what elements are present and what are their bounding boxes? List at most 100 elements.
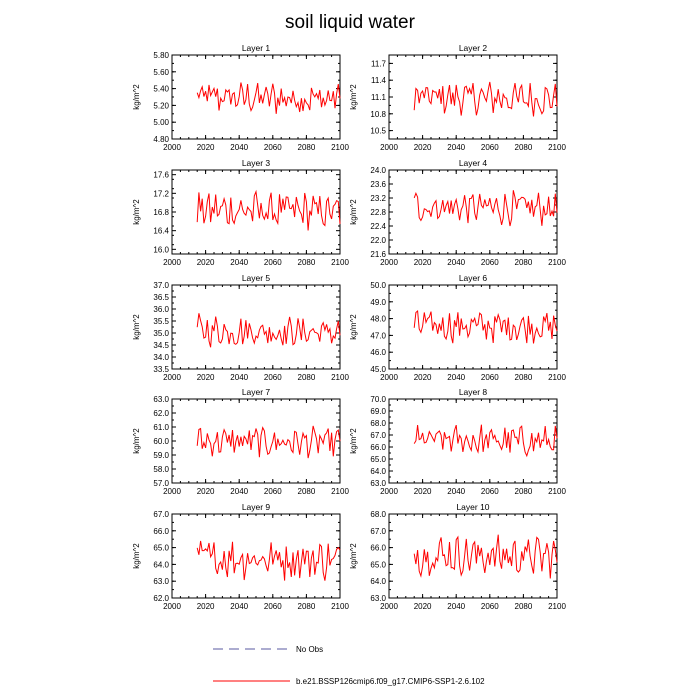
- panel-layer-9: Layer 9 62.0 63.0 64.0 65.0 66.0 67.0 2000 2020 2…: [132, 502, 349, 611]
- x-tick-label: 2100: [548, 487, 566, 496]
- series-line: [196, 540, 341, 581]
- plot-frame: [171, 169, 341, 255]
- x-tick-label: 2060: [481, 258, 499, 267]
- x-tick-label: 2020: [197, 373, 215, 382]
- series-line: [413, 534, 558, 579]
- y-tick-label: 68.0: [370, 419, 386, 428]
- x-tick-label: 2080: [298, 602, 316, 611]
- y-tick-label: 58.0: [153, 465, 169, 474]
- y-tick-label: 67.0: [370, 431, 386, 440]
- y-tick-label: 21.6: [370, 250, 386, 259]
- x-tick-label: 2100: [331, 602, 349, 611]
- x-tick-label: 2000: [380, 258, 398, 267]
- panel-title: Layer 7: [242, 387, 271, 397]
- y-tick-label: 16.8: [153, 208, 169, 217]
- legend-obs-label: No Obs: [296, 645, 323, 654]
- x-tick-label: 2000: [163, 258, 181, 267]
- y-axis-label: kg/m^2: [132, 199, 141, 225]
- y-axis-label: kg/m^2: [349, 84, 358, 110]
- y-tick-label: 22.0: [370, 236, 386, 245]
- y-tick-label: 66.0: [370, 544, 386, 553]
- panel-title: Layer 9: [242, 502, 271, 512]
- x-tick-label: 2100: [331, 373, 349, 382]
- panel-title: Layer 10: [456, 502, 489, 512]
- panel-title: Layer 3: [242, 158, 271, 168]
- y-axis-label: kg/m^2: [349, 199, 358, 225]
- y-tick-label: 62.0: [153, 409, 169, 418]
- y-tick-label: 23.2: [370, 194, 386, 203]
- y-tick-label: 23.6: [370, 180, 386, 189]
- y-tick-label: 22.8: [370, 208, 386, 217]
- y-axis-label: kg/m^2: [349, 314, 358, 340]
- y-tick-label: 11.4: [371, 76, 387, 85]
- x-tick-label: 2040: [230, 487, 248, 496]
- y-tick-label: 5.20: [153, 101, 169, 110]
- y-tick-label: 35.5: [153, 317, 169, 326]
- y-tick-label: 70.0: [370, 395, 386, 404]
- y-tick-label: 37.0: [153, 281, 169, 290]
- x-tick-label: 2100: [548, 258, 566, 267]
- x-tick-label: 2020: [414, 487, 432, 496]
- x-tick-label: 2040: [447, 258, 465, 267]
- x-tick-label: 2080: [515, 487, 533, 496]
- plot-frame: [388, 169, 558, 255]
- panel-layer-5: Layer 5 33.5 34.0 34.5 35.0 35.5 36.0 36.5 37.0 2…: [132, 273, 349, 382]
- x-tick-label: 2060: [264, 602, 282, 611]
- y-tick-label: 24.0: [370, 166, 386, 175]
- x-tick-label: 2020: [197, 602, 215, 611]
- x-tick-label: 2060: [481, 602, 499, 611]
- y-tick-label: 17.6: [153, 171, 169, 180]
- x-tick-label: 2100: [331, 258, 349, 267]
- y-tick-label: 63.0: [370, 594, 386, 603]
- y-tick-label: 48.0: [370, 315, 386, 324]
- x-tick-label: 2100: [331, 487, 349, 496]
- y-tick-label: 35.0: [153, 329, 169, 338]
- y-tick-label: 5.60: [153, 68, 169, 77]
- y-axis-label: kg/m^2: [132, 543, 141, 569]
- x-tick-label: 2080: [515, 258, 533, 267]
- x-tick-label: 2000: [380, 373, 398, 382]
- series-line: [196, 425, 341, 459]
- y-tick-label: 69.0: [370, 407, 386, 416]
- panel-layer-6: Layer 6 45.0 46.0 47.0 48.0 49.0 50.0 2000 2020 2…: [349, 273, 566, 382]
- panel-title: Layer 4: [459, 158, 488, 168]
- y-tick-label: 5.80: [153, 51, 169, 60]
- y-tick-label: 59.0: [153, 451, 169, 460]
- x-tick-label: 2060: [481, 487, 499, 496]
- y-tick-label: 57.0: [153, 479, 169, 488]
- y-tick-label: 65.0: [153, 544, 169, 553]
- x-tick-label: 2040: [447, 143, 465, 152]
- y-tick-label: 11.1: [371, 93, 387, 102]
- plot-frame: [388, 398, 558, 484]
- x-tick-label: 2080: [298, 373, 316, 382]
- y-tick-label: 33.5: [153, 365, 169, 374]
- x-tick-label: 2040: [230, 258, 248, 267]
- panel-layer-2: Layer 2 10.5 10.8 11.1 11.4 11.7 2000 2020 2040 2…: [349, 43, 566, 152]
- x-tick-label: 2000: [380, 487, 398, 496]
- y-tick-label: 63.0: [153, 395, 169, 404]
- panel-layer-3: Layer 3 16.0 16.4 16.8 17.2 17.6 2000 2020 2040 2…: [132, 158, 349, 267]
- x-tick-label: 2000: [380, 602, 398, 611]
- x-tick-label: 2020: [414, 143, 432, 152]
- x-tick-label: 2040: [230, 373, 248, 382]
- y-tick-label: 36.0: [153, 305, 169, 314]
- y-axis-label: kg/m^2: [132, 84, 141, 110]
- figure-title: soil liquid water: [285, 12, 416, 33]
- x-tick-label: 2080: [515, 602, 533, 611]
- x-tick-label: 2040: [447, 602, 465, 611]
- y-tick-label: 67.0: [153, 510, 169, 519]
- y-tick-label: 34.5: [153, 341, 169, 350]
- y-tick-label: 61.0: [153, 423, 169, 432]
- x-tick-label: 2020: [414, 373, 432, 382]
- y-tick-label: 16.4: [153, 227, 169, 236]
- x-tick-label: 2080: [515, 143, 533, 152]
- y-tick-label: 5.00: [153, 118, 169, 127]
- x-tick-label: 2080: [298, 487, 316, 496]
- y-axis-label: kg/m^2: [349, 543, 358, 569]
- series-line: [196, 82, 341, 114]
- y-axis-label: kg/m^2: [132, 314, 141, 340]
- panel-title: Layer 6: [459, 273, 488, 283]
- x-tick-label: 2100: [548, 373, 566, 382]
- y-tick-label: 64.0: [370, 577, 386, 586]
- y-tick-label: 64.0: [370, 467, 386, 476]
